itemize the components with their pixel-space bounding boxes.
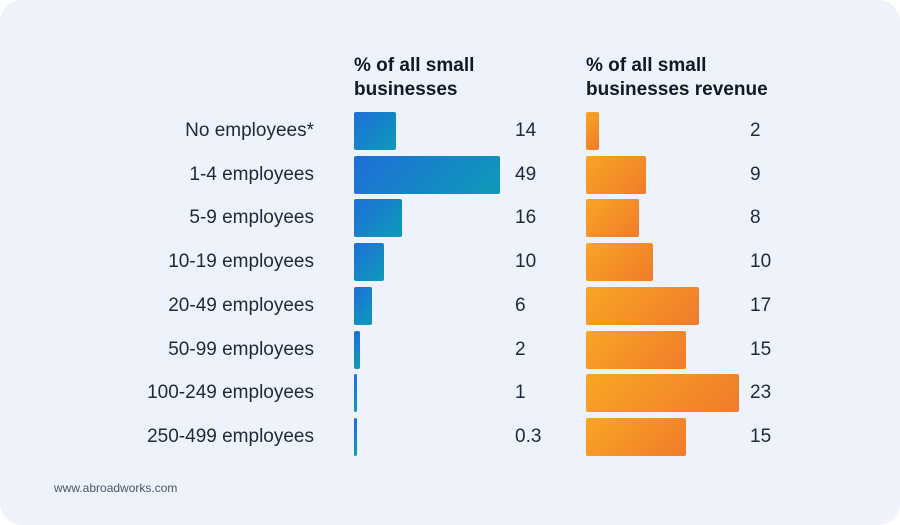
value-label-businesses: 14 bbox=[515, 120, 537, 141]
bar-businesses bbox=[354, 286, 372, 325]
bar-businesses bbox=[354, 199, 402, 238]
bar-businesses bbox=[354, 374, 357, 413]
value-label-revenue: 8 bbox=[750, 207, 761, 229]
series-title-line: businesses bbox=[354, 79, 458, 100]
bar-revenue bbox=[586, 286, 700, 325]
source-url: www.abroadworks.com bbox=[54, 481, 178, 495]
value-label-revenue: 15 bbox=[750, 425, 772, 447]
value-label-businesses: 16 bbox=[515, 207, 537, 229]
value-label-revenue: 2 bbox=[750, 120, 761, 141]
category-label: 50-99 employees bbox=[168, 338, 314, 360]
category-label: 100-249 employees bbox=[147, 382, 314, 404]
bar-revenue bbox=[586, 155, 646, 194]
bar-businesses bbox=[354, 330, 360, 369]
bar-revenue bbox=[586, 112, 600, 150]
value-label-revenue: 10 bbox=[750, 251, 772, 273]
value-label-revenue: 23 bbox=[750, 382, 772, 404]
value-label-businesses: 0.3 bbox=[515, 425, 542, 447]
bar-businesses bbox=[354, 155, 500, 194]
bar-revenue bbox=[586, 417, 686, 456]
series-title-line: % of all small bbox=[354, 55, 475, 76]
category-label: 1-4 employees bbox=[189, 163, 314, 185]
value-label-businesses: 6 bbox=[515, 294, 526, 316]
value-label-revenue: 15 bbox=[750, 338, 772, 360]
category-label: 5-9 employees bbox=[189, 207, 314, 229]
series-title-line: businesses revenue bbox=[586, 79, 768, 100]
bar-businesses bbox=[354, 112, 396, 150]
bar-businesses bbox=[354, 417, 357, 456]
category-label: 10-19 employees bbox=[168, 251, 314, 273]
category-label: 250-499 employees bbox=[147, 425, 314, 447]
value-label-businesses: 10 bbox=[515, 251, 537, 273]
bar-revenue bbox=[586, 330, 686, 369]
series-title-businesses: % of all small businesses bbox=[354, 54, 474, 102]
series-title-revenue: % of all small businesses revenue bbox=[586, 54, 768, 102]
bar-revenue bbox=[586, 243, 653, 282]
category-label: No employees* bbox=[185, 120, 314, 141]
value-label-businesses: 49 bbox=[515, 163, 537, 185]
value-label-revenue: 9 bbox=[750, 163, 761, 185]
value-label-revenue: 17 bbox=[750, 294, 772, 316]
bar-revenue bbox=[586, 374, 739, 413]
value-label-businesses: 1 bbox=[515, 382, 526, 404]
series-title-line: % of all small bbox=[586, 55, 707, 76]
category-label: 20-49 employees bbox=[168, 294, 314, 316]
bar-businesses bbox=[354, 243, 384, 282]
value-label-businesses: 2 bbox=[515, 338, 526, 360]
bar-revenue bbox=[586, 199, 640, 238]
